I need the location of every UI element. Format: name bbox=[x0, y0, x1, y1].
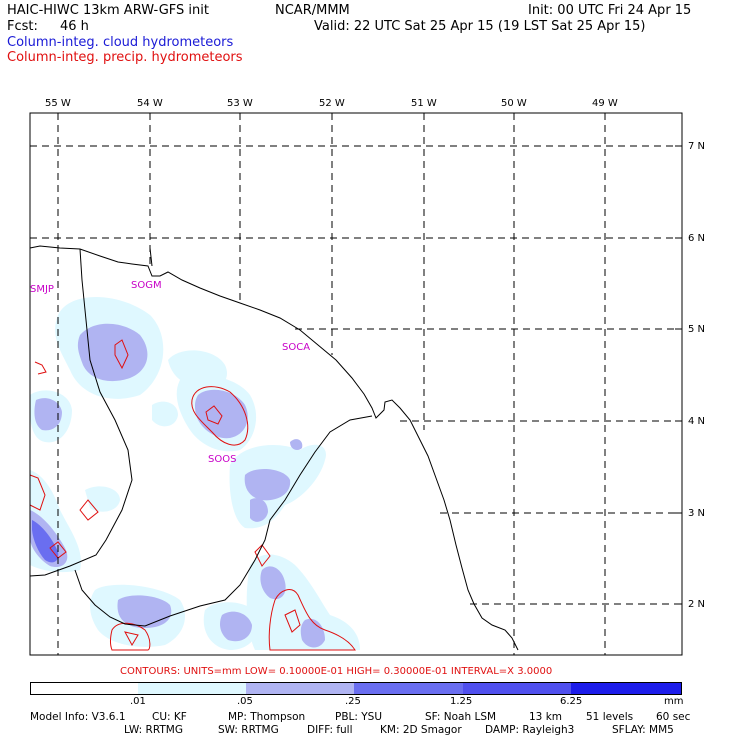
lon-label-55w: 55 W bbox=[45, 98, 71, 109]
footer-lw: LW: RRTMG bbox=[124, 724, 183, 736]
init-time: Init: 00 UTC Fri 24 Apr 15 bbox=[528, 3, 692, 18]
colorbar-tick-0: .01 bbox=[130, 696, 146, 707]
footer-sflay: SFLAY: MM5 bbox=[612, 724, 674, 736]
station-label-smjp: SMJP bbox=[30, 284, 54, 295]
lat-label-2n: 2 N bbox=[688, 599, 706, 610]
lon-label-50w: 50 W bbox=[501, 98, 527, 109]
cloud-shading bbox=[29, 296, 360, 650]
footer-mp: MP: Thompson bbox=[228, 711, 306, 723]
footer-timestep: 60 sec bbox=[656, 711, 691, 723]
colorbar-segment bbox=[31, 683, 138, 694]
contours-info: CONTOURS: UNITS=mm LOW= 0.10000E-01 HIGH… bbox=[120, 666, 553, 677]
colorbar-segment bbox=[463, 683, 571, 694]
footer-sf: SF: Noah LSM bbox=[425, 711, 497, 723]
colorbar-segment bbox=[246, 683, 354, 694]
lon-label-51w: 51 W bbox=[411, 98, 437, 109]
footer-km: KM: 2D Smagor bbox=[380, 724, 462, 736]
lat-label-4n: 4 N bbox=[688, 416, 706, 427]
footer-model-info: Model Info: V3.6.1 bbox=[30, 711, 126, 723]
station-label-soos: SOOS bbox=[208, 454, 237, 465]
lat-label-6n: 6 N bbox=[688, 233, 706, 244]
graticule bbox=[30, 113, 682, 655]
colorbar-segment bbox=[138, 683, 246, 694]
colorbar-tick-4: 6.25 bbox=[560, 696, 583, 707]
coastline bbox=[29, 245, 519, 651]
legend-precip: Column-integ. precip. hydrometeors bbox=[7, 50, 243, 65]
station-label-sogm: SOGM bbox=[131, 280, 162, 291]
lat-label-5n: 5 N bbox=[688, 324, 706, 335]
model-title: HAIC-HIWC 13km ARW-GFS init bbox=[7, 3, 209, 18]
lat-label-7n: 7 N bbox=[688, 141, 706, 152]
lat-label-3n: 3 N bbox=[688, 508, 706, 519]
map-frame bbox=[29, 112, 683, 656]
lon-label-53w: 53 W bbox=[227, 98, 253, 109]
colorbar bbox=[30, 682, 682, 695]
footer-diff: DIFF: full bbox=[307, 724, 353, 736]
institution: NCAR/MMM bbox=[275, 3, 350, 18]
valid-time: Valid: 22 UTC Sat 25 Apr 15 (19 LST Sat … bbox=[314, 19, 646, 34]
lon-label-54w: 54 W bbox=[137, 98, 163, 109]
colorbar-tick-1: .05 bbox=[237, 696, 253, 707]
colorbar-tick-3: 1.25 bbox=[450, 696, 473, 707]
station-label-soca: SOCA bbox=[282, 342, 311, 353]
lon-label-49w: 49 W bbox=[592, 98, 618, 109]
footer-sw: SW: RRTMG bbox=[218, 724, 279, 736]
footer-resolution: 13 km bbox=[529, 711, 563, 723]
footer-cu: CU: KF bbox=[152, 711, 187, 723]
lon-label-52w: 52 W bbox=[319, 98, 345, 109]
footer-damp: DAMP: Rayleigh3 bbox=[485, 724, 575, 736]
precip-contours bbox=[29, 339, 356, 651]
colorbar-unit: mm bbox=[664, 696, 684, 707]
footer-pbl: PBL: YSU bbox=[335, 711, 383, 723]
colorbar-segment bbox=[354, 683, 463, 694]
legend-cloud: Column-integ. cloud hydrometeors bbox=[7, 35, 234, 50]
forecast-value: 46 h bbox=[60, 19, 89, 34]
footer-levels: 51 levels bbox=[586, 711, 634, 723]
colorbar-segment bbox=[571, 683, 681, 694]
colorbar-tick-2: .25 bbox=[345, 696, 361, 707]
forecast-label: Fcst: bbox=[7, 19, 38, 34]
tick-marks bbox=[57, 113, 682, 605]
